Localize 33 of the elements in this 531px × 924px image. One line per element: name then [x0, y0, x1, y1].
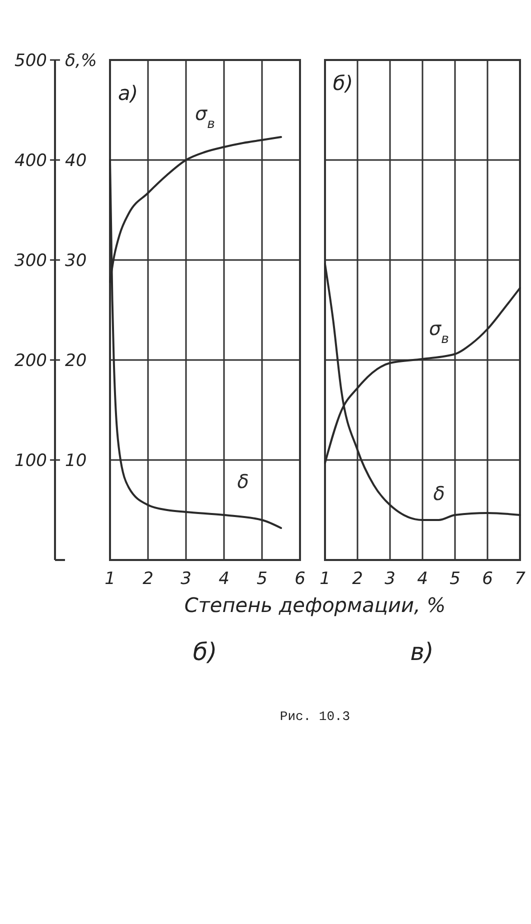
x-tick-label: 5: [256, 569, 268, 589]
x-tick-label: 4: [218, 569, 230, 589]
text: Рис. 10.3: [280, 709, 350, 724]
series-label: σ$_{в}$: [195, 103, 216, 132]
y-tick-label: 300: [14, 251, 47, 271]
x-tick-label: 2: [352, 569, 363, 589]
x-tick-label: 2: [142, 569, 154, 589]
annotation: б): [332, 71, 354, 95]
x-tick-label: 6: [482, 569, 494, 589]
y-tick-label: 100: [14, 451, 47, 471]
x-axis-title: Степень деформации, %: [184, 593, 446, 617]
x-tick-label: 4: [417, 569, 428, 589]
x-tick-label: 3: [180, 569, 192, 589]
y2-tick-label: 40: [65, 151, 87, 171]
series-label: δ: [237, 471, 249, 493]
x-tick-label: 7: [514, 569, 526, 589]
text: в): [410, 638, 434, 666]
annotation: а): [118, 81, 138, 105]
series-label: σ$_{в}$: [429, 318, 450, 346]
series-label: δ: [433, 483, 445, 505]
y-tick-label: 500: [14, 51, 47, 71]
x-tick-label: 5: [450, 569, 460, 589]
x-tick-label: 1: [320, 569, 330, 589]
x-tick-label: 3: [384, 569, 396, 589]
y2-tick-label: 30: [65, 251, 87, 271]
y-tick-label: 200: [14, 351, 47, 371]
y2-tick-label: 10: [65, 451, 87, 471]
y2-tick-label: 20: [65, 351, 87, 371]
y-tick-label: 400: [14, 151, 47, 171]
x-tick-label: 6: [294, 569, 306, 589]
x-tick-label: 1: [104, 569, 116, 589]
y2-axis-title: δ,%: [65, 51, 97, 71]
text: б): [192, 638, 218, 666]
